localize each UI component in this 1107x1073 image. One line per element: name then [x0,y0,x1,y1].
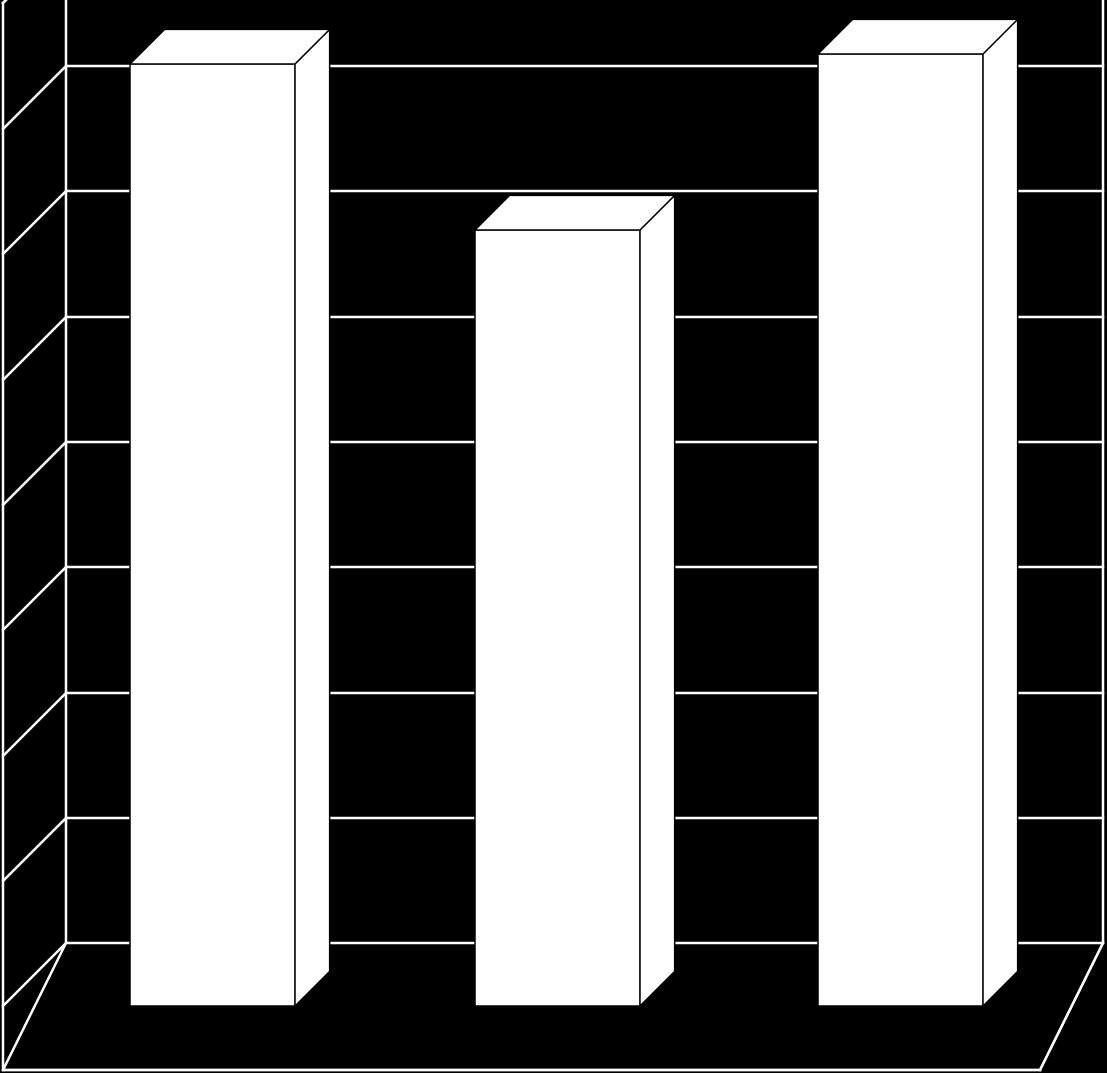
chart-3d-bar [0,0,1107,1073]
chart-svg [0,0,1107,1073]
